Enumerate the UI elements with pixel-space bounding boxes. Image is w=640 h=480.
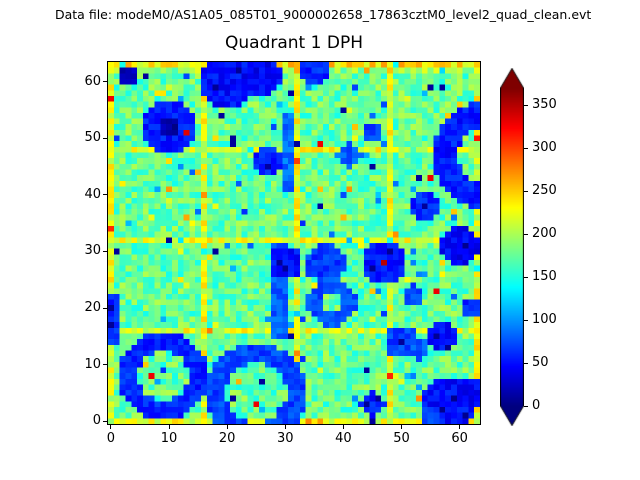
x-tick-mark (110, 425, 112, 429)
y-tick-mark (103, 81, 107, 83)
colorbar-canvas (500, 68, 524, 426)
x-tick-mark (459, 425, 461, 429)
colorbar-tick-mark (524, 319, 528, 321)
colorbar-tick-mark (524, 104, 528, 106)
heatmap-canvas (108, 62, 480, 424)
x-tick-label: 30 (277, 431, 294, 446)
x-tick-mark (226, 425, 228, 429)
x-tick-mark (284, 425, 286, 429)
y-tick-mark (103, 250, 107, 252)
y-tick-mark (103, 194, 107, 196)
y-tick-label: 20 (84, 300, 101, 316)
y-tick-mark (103, 420, 107, 422)
x-tick-mark (401, 425, 403, 429)
y-tick-label: 30 (84, 243, 101, 259)
y-tick-label: 60 (84, 73, 101, 89)
datafile-label: Data file: modeM0/AS1A05_085T01_90000026… (55, 7, 592, 22)
chart-title: Quadrant 1 DPH (225, 33, 363, 53)
colorbar-tick-label: 150 (532, 269, 557, 285)
colorbar-tick-mark (524, 147, 528, 149)
x-tick-label: 20 (218, 431, 236, 446)
colorbar-tick-label: 50 (532, 355, 549, 371)
y-tick-label: 0 (92, 413, 101, 429)
y-tick-label: 50 (84, 130, 101, 146)
x-tick-label: 40 (335, 431, 352, 446)
y-tick-mark (103, 364, 107, 366)
x-tick-label: 50 (393, 431, 410, 446)
colorbar-tick-mark (524, 405, 528, 407)
x-tick-mark (342, 425, 344, 429)
colorbar-tick-mark (524, 276, 528, 278)
colorbar-tick-mark (524, 190, 528, 192)
colorbar-tick-label: 100 (532, 312, 557, 328)
colorbar-tick-mark (524, 362, 528, 364)
x-tick-label: 0 (106, 431, 116, 446)
colorbar-tick-label: 250 (532, 183, 557, 199)
x-tick-label: 60 (451, 431, 468, 446)
y-tick-mark (103, 307, 107, 309)
y-tick-label: 40 (84, 186, 101, 202)
y-tick-label: 10 (84, 356, 101, 372)
colorbar-tick-label: 200 (532, 226, 557, 242)
plot-frame (107, 61, 481, 425)
x-tick-label: 10 (160, 431, 178, 446)
y-tick-mark (103, 137, 107, 139)
colorbar-tick-label: 300 (532, 140, 557, 156)
x-tick-mark (168, 425, 170, 429)
colorbar-tick-label: 350 (532, 97, 557, 113)
colorbar-tick-mark (524, 233, 528, 235)
colorbar-tick-label: 0 (532, 398, 541, 413)
